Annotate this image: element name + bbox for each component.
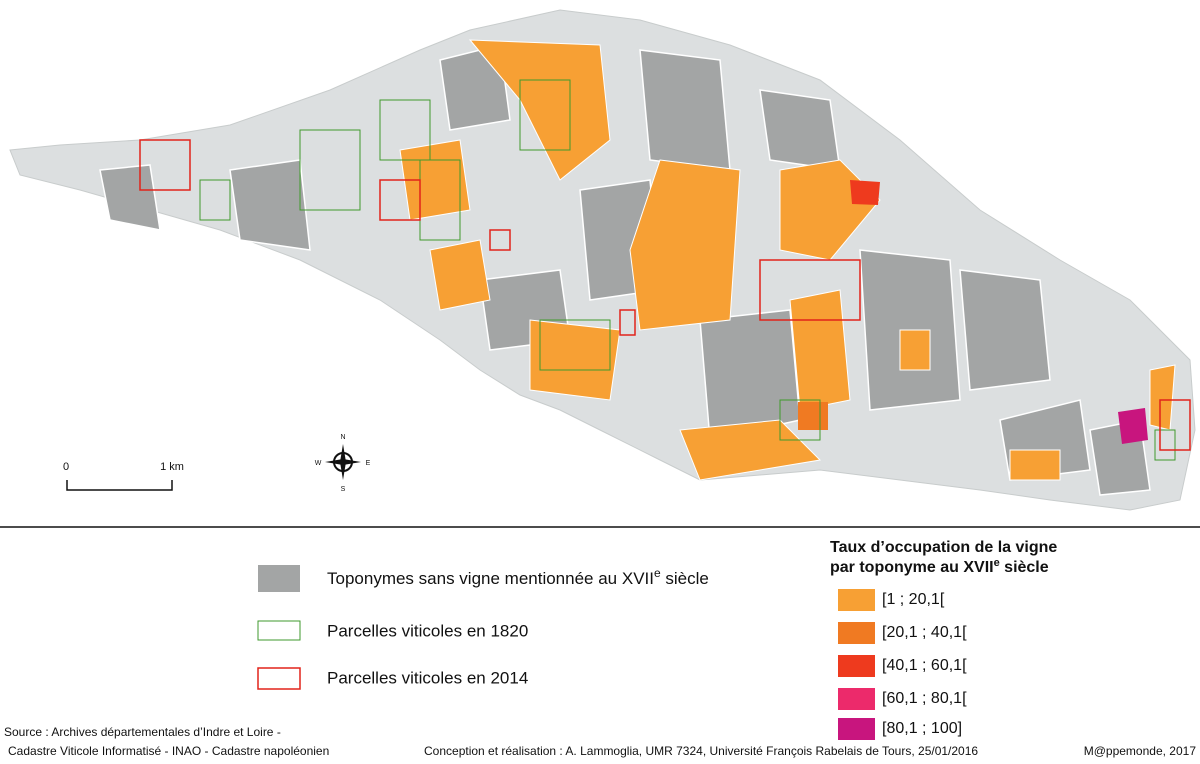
class-swatch — [838, 688, 875, 710]
parcels-1820 — [199, 79, 1176, 461]
legend-text: siècle — [661, 569, 709, 588]
scale-bar — [66, 480, 173, 491]
legend-label: Parcelles viticoles en 2014 — [327, 668, 528, 687]
vine-rate-zones — [399, 39, 1176, 481]
legend-swatch — [257, 620, 301, 641]
superscript: e — [654, 566, 661, 580]
legend-swatch — [258, 565, 300, 592]
class-swatch — [838, 655, 875, 677]
compass-n: N — [340, 434, 345, 441]
class-label: [20,1 ; 40,1[ — [882, 624, 967, 641]
legend-label: Toponymes sans vigne mentionnée au XVIIe… — [327, 566, 709, 588]
legend-text: Toponymes sans vigne mentionnée au XVII — [327, 569, 654, 588]
compass-e: E — [366, 460, 371, 467]
class-swatch — [838, 589, 875, 611]
zone — [850, 180, 880, 205]
scale-label: 1 km — [160, 461, 184, 473]
title-text: par toponyme au XVII — [830, 559, 994, 576]
parcels-2014 — [139, 139, 1191, 451]
classes-title: par toponyme au XVIIe siècle — [830, 557, 1049, 576]
publisher: M@ppemonde, 2017 — [1084, 744, 1197, 758]
class-label: [40,1 ; 60,1[ — [882, 657, 967, 674]
scale-label: 0 — [63, 461, 69, 473]
source: Cadastre Viticole Informatisé - INAO - C… — [8, 744, 329, 758]
legend-label: Parcelles viticoles en 1820 — [327, 621, 528, 640]
class-swatch — [838, 622, 875, 644]
zone — [1118, 408, 1148, 444]
classes-title: Taux d’occupation de la vigne — [830, 539, 1057, 556]
title-text: siècle — [1000, 559, 1049, 576]
class-label: [1 ; 20,1[ — [882, 591, 945, 608]
class-label: [60,1 ; 80,1[ — [882, 690, 967, 707]
class-swatch — [838, 718, 875, 740]
source: Source : Archives départementales d’Indr… — [4, 725, 281, 739]
compass-w: W — [315, 460, 322, 467]
compass-s: S — [341, 486, 346, 493]
class-label: [80,1 ; 100] — [882, 720, 962, 737]
credit: Conception et réalisation : A. Lammoglia… — [424, 744, 978, 758]
compass: N S E W — [315, 434, 371, 493]
legend-swatch — [257, 667, 301, 690]
zone — [798, 402, 828, 430]
superscript: e — [994, 557, 1000, 569]
